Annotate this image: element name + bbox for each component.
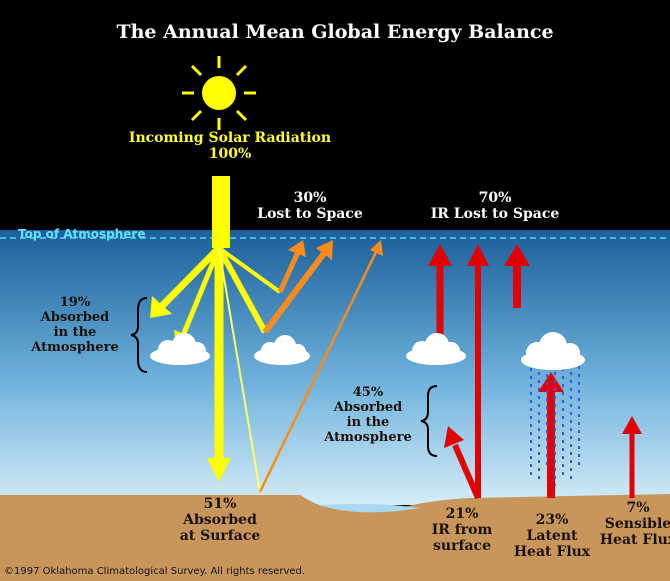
ir-surface-line3: surface: [433, 538, 491, 555]
incoming-solar-label: Incoming Solar Radiation 100%: [110, 130, 350, 162]
sensible-heat-line3: Heat Flux: [599, 532, 670, 549]
lost-to-space-label: 30% Lost to Space: [250, 190, 370, 222]
reflected-arrows: [258, 240, 383, 493]
absorbed-atmosphere-left-label: 19% Absorbed in the Atmosphere: [20, 295, 130, 356]
incoming-solar-text: Incoming Solar Radiation: [128, 130, 332, 146]
latent-heat-line2: Latent: [526, 528, 578, 545]
water-body: [318, 504, 420, 513]
sun-icon: [182, 56, 256, 130]
lost-to-space-percent: 30%: [293, 190, 327, 206]
diagram-title: The Annual Mean Global Energy Balance: [116, 21, 554, 43]
absorbed-surface-label: 51% Absorbed at Surface: [160, 496, 280, 544]
incoming-solar-beam: [212, 176, 230, 248]
copyright-notice: ©1997 Oklahoma Climatological Survey. Al…: [4, 566, 306, 577]
latent-heat-label: 23% Latent Heat Flux: [512, 512, 592, 560]
sensible-heat-line2: Sensible: [604, 516, 670, 533]
absorbed-atmosphere-left-line2: Absorbed: [40, 309, 110, 325]
absorbed-atmosphere-left-line4: Atmosphere: [31, 339, 119, 355]
absorbed-atmosphere-right-label: 45% Absorbed in the Atmosphere: [318, 385, 418, 446]
cloud-icon: [254, 335, 310, 365]
infrared-arrows: [428, 244, 642, 500]
sensible-heat-label: 7% Sensible Heat Flux: [588, 500, 670, 548]
absorbed-atmosphere-right-percent: 45%: [352, 385, 384, 400]
ground-surface: [0, 494, 670, 581]
absorbed-surface-line2: Absorbed: [183, 512, 257, 529]
incoming-solar-percent: 100%: [208, 146, 252, 163]
absorbed-atmosphere-right-line4: Atmosphere: [324, 429, 412, 445]
latent-heat-line3: Heat Flux: [513, 544, 591, 561]
cloud-icon: [406, 333, 466, 365]
ir-lost-text: IR Lost to Space: [430, 206, 560, 223]
latent-heat-percent: 23%: [535, 512, 569, 528]
ir-surface-label: 21% IR from surface: [427, 506, 497, 554]
lost-to-space-text: Lost to Space: [257, 206, 363, 223]
space-background: [0, 0, 670, 238]
ir-lost-label: 70% IR Lost to Space: [415, 190, 575, 222]
absorbed-atmosphere-left-percent: 19%: [59, 295, 91, 310]
sensible-heat-percent: 7%: [626, 500, 650, 516]
absorbed-surface-percent: 51%: [203, 496, 237, 512]
absorbed-surface-line3: at Surface: [179, 528, 261, 545]
absorbed-atmosphere-right-line2: Absorbed: [333, 399, 403, 415]
absorbed-atmosphere-left-line3: in the: [53, 324, 97, 340]
ir-surface-line2: IR from: [431, 522, 493, 539]
absorbed-atmosphere-right-line3: in the: [346, 414, 390, 430]
ir-surface-percent: 21%: [445, 506, 479, 522]
brace-left: [130, 297, 148, 373]
cloud-icon: [150, 333, 210, 365]
brace-right: [420, 385, 438, 457]
cloud-icon: [521, 332, 585, 370]
top-of-atmosphere-label: Top of Atmosphere: [18, 227, 146, 241]
ir-lost-percent: 70%: [478, 190, 512, 206]
rain-streaks: [530, 366, 580, 486]
